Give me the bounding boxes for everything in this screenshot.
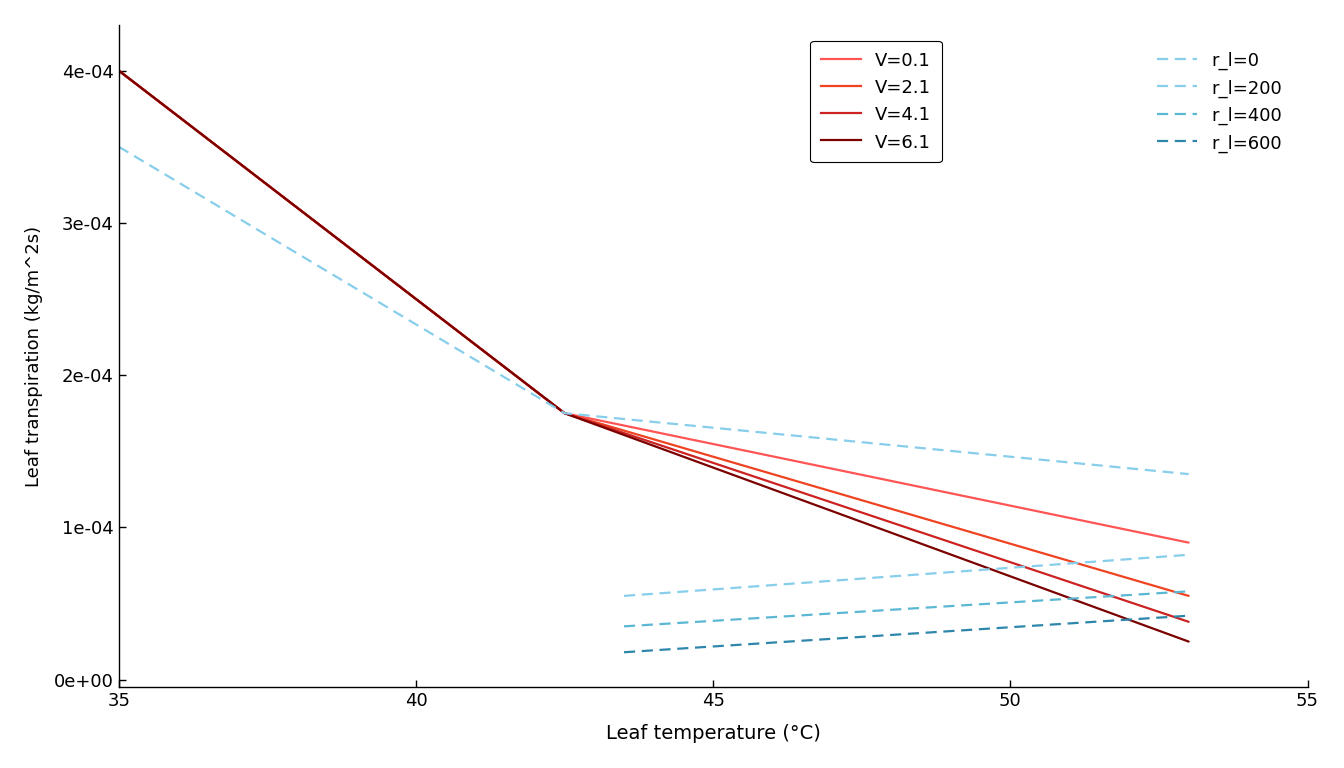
Y-axis label: Leaf transpiration (kg/m^2s): Leaf transpiration (kg/m^2s) bbox=[26, 226, 43, 487]
X-axis label: Leaf temperature (°C): Leaf temperature (°C) bbox=[606, 724, 821, 743]
Legend: r_l=0, r_l=200, r_l=400, r_l=600: r_l=0, r_l=200, r_l=400, r_l=600 bbox=[1146, 41, 1293, 164]
